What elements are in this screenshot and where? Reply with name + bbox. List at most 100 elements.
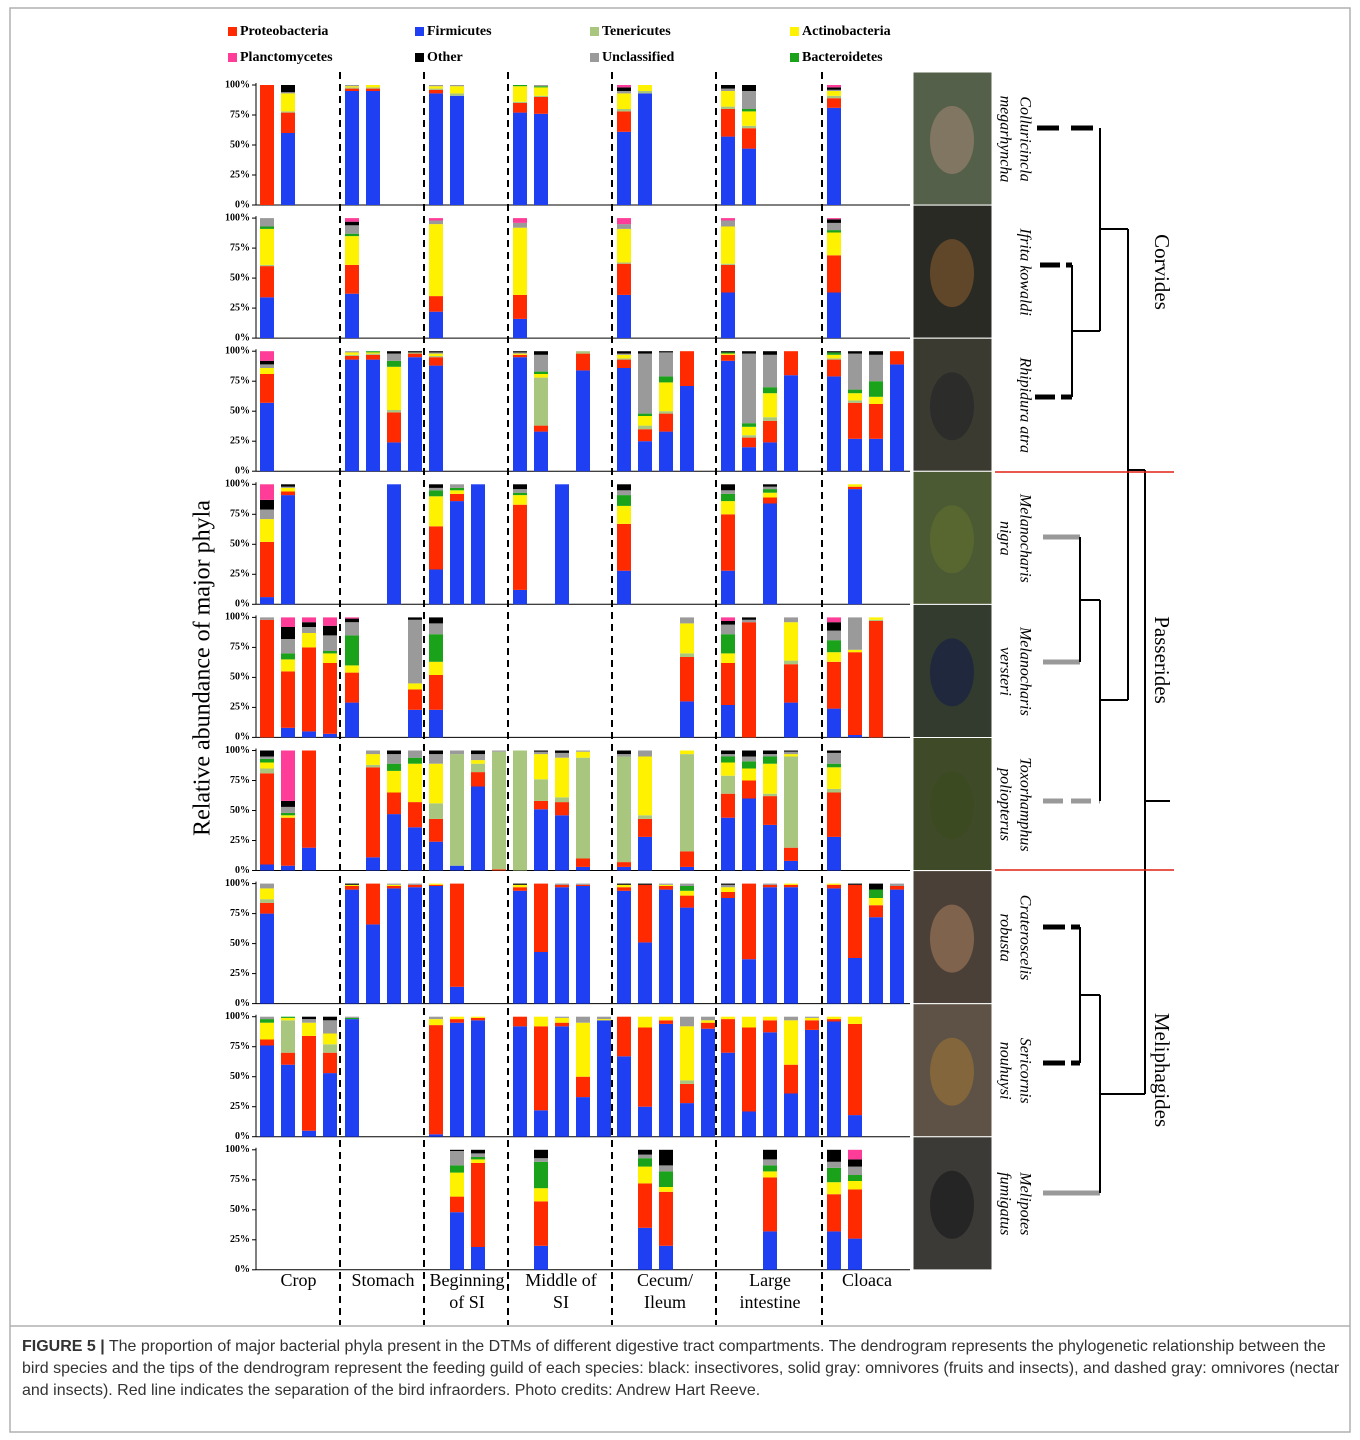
bar-segment — [429, 709, 443, 738]
bar-segment — [659, 382, 673, 412]
bar-segment — [848, 735, 862, 738]
legend-label: Unclassified — [602, 50, 675, 65]
bar-segment — [513, 504, 527, 590]
y-tick-label: 25% — [230, 302, 250, 313]
bar-segment — [302, 1019, 316, 1023]
bar-segment — [513, 318, 527, 339]
bar-segment — [763, 754, 777, 757]
bar-segment — [721, 353, 735, 355]
bar-segment — [869, 381, 883, 397]
bar-segment — [345, 221, 359, 226]
bar-segment — [721, 91, 735, 107]
bar-segment — [534, 113, 548, 205]
bar-segment — [659, 1016, 673, 1021]
bar-segment — [784, 617, 798, 623]
bar-segment — [260, 509, 274, 520]
bar-segment — [260, 374, 274, 403]
bar-segment — [302, 1130, 316, 1137]
bar-segment — [345, 233, 359, 237]
bar-segment — [281, 111, 295, 113]
bar-segment — [638, 942, 652, 1004]
bar-segment — [784, 351, 798, 376]
photo-bird — [930, 771, 974, 840]
bar-segment — [827, 661, 841, 709]
y-tick-label: 25% — [230, 169, 250, 180]
bar-segment — [638, 93, 652, 205]
bar-segment — [763, 1165, 777, 1172]
bar-segment — [471, 1020, 485, 1137]
bar-segment — [429, 1134, 443, 1137]
bar-segment — [890, 364, 904, 472]
bar-segment — [827, 358, 841, 360]
species-name: megarhyncha — [996, 96, 1013, 183]
bar-segment — [450, 1149, 464, 1151]
bar-segment — [576, 370, 590, 472]
bar-segment — [555, 802, 569, 816]
bar-segment — [429, 754, 443, 764]
bar-segment — [260, 750, 274, 757]
bar-segment — [742, 780, 756, 799]
bar-segment — [281, 484, 295, 487]
bar-segment — [366, 88, 380, 91]
y-tick-label: 100% — [225, 745, 250, 756]
bar-segment — [281, 865, 295, 871]
bar-segment — [742, 768, 756, 781]
bar-segment — [617, 890, 631, 1004]
bar-segment — [576, 1022, 590, 1077]
bar-segment — [345, 236, 359, 265]
bar-segment — [450, 986, 464, 1004]
bar-segment — [260, 484, 274, 500]
bar-segment — [721, 653, 735, 663]
bar-segment — [638, 1154, 652, 1159]
bar-segment — [387, 484, 401, 605]
legend-label: Proteobacteria — [240, 24, 328, 39]
bar-segment — [848, 1175, 862, 1181]
bar-segment — [471, 1017, 485, 1021]
legend-swatch — [415, 53, 424, 62]
bar-segment — [408, 351, 422, 353]
bar-segment — [366, 764, 380, 768]
bar-segment — [387, 770, 401, 793]
bar-segment — [617, 884, 631, 888]
bar-segment — [513, 354, 527, 358]
x-category-label: Ileum — [644, 1292, 686, 1312]
bar-segment — [260, 228, 274, 265]
bar-segment — [429, 356, 443, 358]
bar-segment — [680, 851, 694, 867]
bar-segment — [281, 659, 295, 672]
bar-segment — [848, 389, 862, 394]
bar-segment — [513, 353, 527, 355]
bar-segment — [721, 136, 735, 205]
bar-segment — [680, 754, 694, 852]
bar-segment — [429, 803, 443, 819]
y-tick-label: 25% — [230, 435, 250, 446]
bar-segment — [429, 85, 443, 87]
bar-segment — [534, 1026, 548, 1111]
bar-segment — [659, 1245, 673, 1270]
x-category-label: Crop — [281, 1270, 317, 1290]
y-tick-label: 25% — [230, 1101, 250, 1112]
bar-segment — [763, 1149, 777, 1160]
bar-segment — [513, 890, 527, 1004]
bar-segment — [408, 827, 422, 871]
x-category-label: Large — [749, 1270, 791, 1290]
bar-segment — [534, 354, 548, 372]
bar-segment — [890, 886, 904, 890]
bar-segment — [492, 869, 506, 871]
bar-segment — [701, 1020, 715, 1023]
bar-segment — [429, 487, 443, 491]
bar-segment — [513, 218, 527, 223]
bar-segment — [638, 884, 652, 943]
bar-segment — [302, 731, 316, 738]
bar-segment — [597, 1020, 611, 1137]
bar-segment — [784, 1016, 798, 1021]
bar-segment — [429, 496, 443, 527]
bar-segment — [534, 377, 548, 426]
y-tick-label: 100% — [225, 1011, 250, 1022]
bar-segment — [827, 351, 841, 353]
legend-label: Other — [427, 50, 463, 65]
bar-segment — [260, 773, 274, 865]
bar-segment — [450, 86, 464, 94]
bar-segment — [742, 437, 756, 448]
bar-segment — [617, 887, 631, 891]
